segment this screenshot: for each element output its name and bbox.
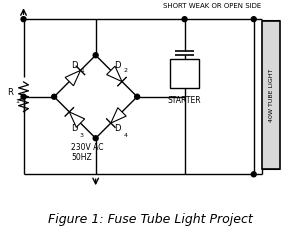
Text: R: R [7, 88, 13, 97]
Text: Figure 1: Fuse Tube Light Project: Figure 1: Fuse Tube Light Project [48, 213, 252, 226]
Bar [262, 21, 281, 169]
Text: D: D [71, 124, 77, 133]
Text: SHORT WEAK OR OPEN SIDE: SHORT WEAK OR OPEN SIDE [163, 3, 261, 9]
Circle shape [21, 94, 26, 99]
Bar [170, 59, 200, 88]
Text: 3: 3 [80, 133, 84, 138]
Polygon shape [111, 108, 126, 123]
Text: 4: 4 [123, 133, 127, 138]
Circle shape [52, 94, 57, 99]
Circle shape [93, 136, 98, 141]
Text: D: D [114, 124, 121, 133]
Text: D: D [114, 61, 121, 70]
Text: 1: 1 [16, 99, 20, 104]
Polygon shape [69, 112, 85, 127]
Circle shape [182, 17, 187, 22]
Text: 40W TUBE LIGHT: 40W TUBE LIGHT [268, 69, 274, 122]
Polygon shape [106, 66, 122, 82]
Text: D: D [71, 61, 77, 70]
Text: 230V AC
50HZ: 230V AC 50HZ [71, 143, 104, 162]
Circle shape [251, 17, 256, 22]
Text: STARTER: STARTER [168, 96, 201, 105]
Text: 1: 1 [80, 68, 84, 73]
Polygon shape [65, 70, 80, 86]
Circle shape [93, 53, 98, 58]
Circle shape [21, 17, 26, 22]
Circle shape [251, 172, 256, 177]
Circle shape [135, 94, 140, 99]
Text: 2: 2 [123, 68, 127, 73]
